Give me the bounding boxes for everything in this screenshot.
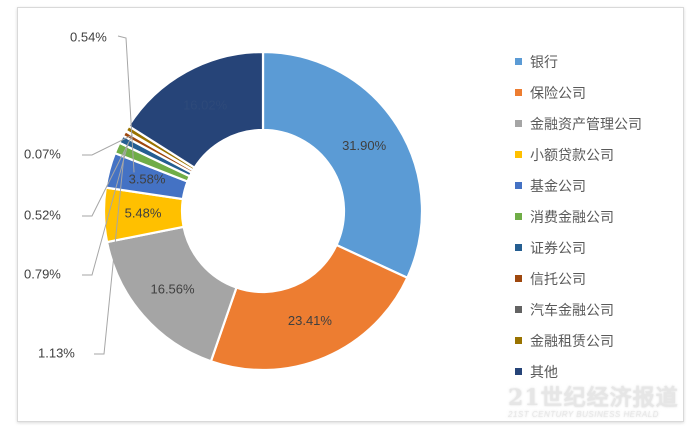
legend-item-other: 其他	[515, 356, 642, 387]
data-label: 0.79%	[24, 266, 61, 281]
leader-line	[82, 134, 133, 156]
data-label: 0.52%	[24, 207, 61, 222]
data-label: 5.48%	[125, 205, 162, 220]
data-label: 16.02%	[183, 97, 228, 112]
data-label: 1.13%	[38, 345, 75, 360]
legend-swatch	[515, 368, 522, 375]
data-label: 3.58%	[129, 172, 166, 187]
data-label: 31.90%	[342, 138, 387, 153]
donut-slice	[209, 243, 409, 372]
legend-label: 金融资产管理公司	[530, 116, 642, 133]
legend-label: 银行	[530, 54, 558, 71]
legend-item-microloan: 小额贷款公司	[515, 139, 642, 170]
legend-swatch	[515, 337, 522, 344]
watermark-cn: 21世纪经济报道	[508, 385, 679, 411]
legend-label: 消费金融公司	[530, 209, 614, 226]
data-labels: 31.90% 23.41% 16.56% 5.48% 3.58% 16.02% 1.13% 0…	[24, 29, 387, 360]
legend-label: 金融租赁公司	[530, 333, 614, 350]
legend-item-auto-finance: 汽车金融公司	[515, 294, 642, 325]
legend: 银行 保险公司 金融资产管理公司 小额贷款公司 基金公司 消费金融公司 证券公司…	[515, 46, 642, 387]
legend-item-securities: 证券公司	[515, 232, 642, 263]
legend-swatch	[515, 89, 522, 96]
legend-label: 信托公司	[530, 271, 586, 288]
legend-swatch	[515, 306, 522, 313]
legend-swatch	[515, 213, 522, 220]
donut-slice	[261, 50, 424, 280]
leader-line	[117, 35, 135, 173]
legend-item-insurance: 保险公司	[515, 77, 642, 108]
legend-swatch	[515, 151, 522, 158]
data-label: 0.07%	[24, 146, 61, 161]
legend-label: 保险公司	[530, 85, 586, 102]
legend-item-fund: 基金公司	[515, 170, 642, 201]
legend-item-bank: 银行	[515, 46, 642, 77]
leader-line	[94, 151, 125, 355]
leader-line	[82, 142, 129, 276]
legend-swatch	[515, 182, 522, 189]
data-label: 16.56%	[150, 281, 195, 296]
legend-item-trust: 信托公司	[515, 263, 642, 294]
legend-label: 小额贷款公司	[530, 147, 614, 164]
donut-slice	[127, 50, 265, 170]
data-label: 0.54%	[70, 29, 107, 44]
legend-label: 汽车金融公司	[530, 302, 614, 319]
legend-label: 其他	[530, 364, 558, 381]
data-label: 23.41%	[288, 313, 333, 328]
legend-item-leasing: 金融租赁公司	[515, 325, 642, 356]
legend-item-consumer-finance: 消费金融公司	[515, 201, 642, 232]
legend-label: 证券公司	[530, 240, 586, 257]
legend-swatch	[515, 275, 522, 282]
legend-item-amc: 金融资产管理公司	[515, 108, 642, 139]
watermark-en: 21ST CENTURY BUSINESS HERALD	[508, 410, 659, 419]
legend-label: 基金公司	[530, 178, 586, 195]
legend-swatch	[515, 120, 522, 127]
leader-line	[82, 137, 132, 217]
legend-swatch	[515, 244, 522, 251]
watermark: 21世纪经济报道 21ST CENTURY BUSINESS HERALD	[508, 380, 700, 419]
legend-swatch	[515, 58, 522, 65]
leader-lines	[82, 35, 135, 355]
